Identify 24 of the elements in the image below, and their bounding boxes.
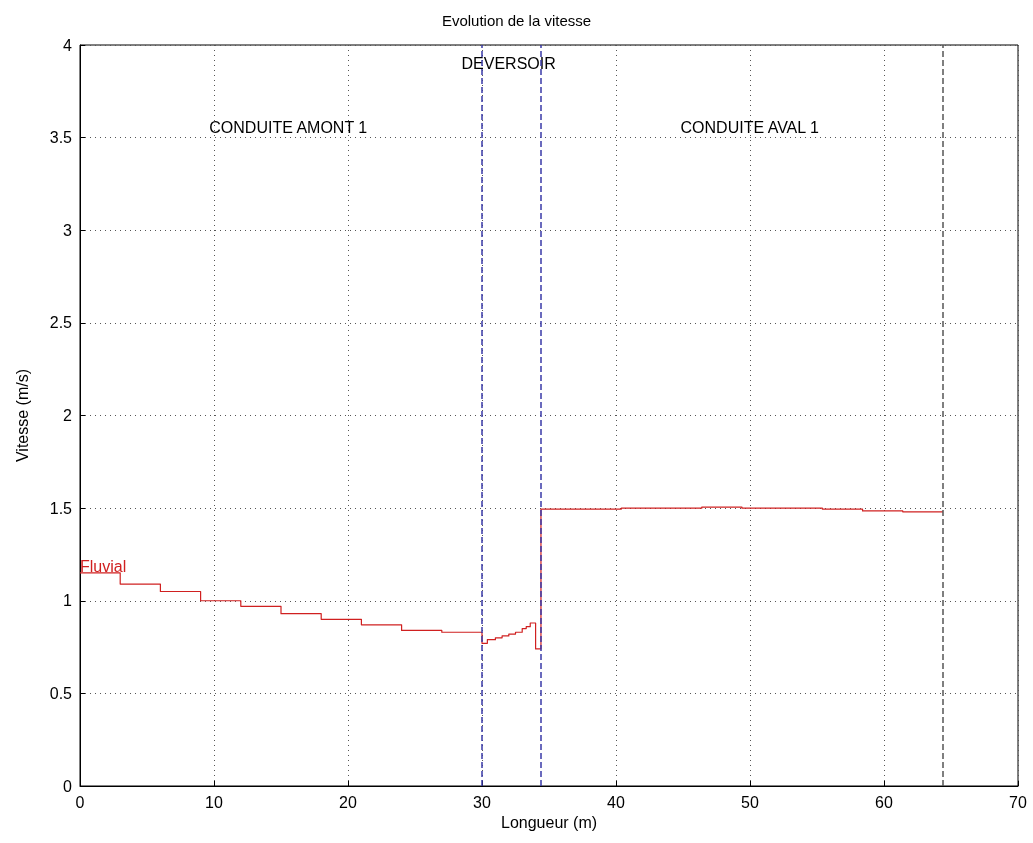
x-tick-label: 60 [875,793,893,811]
x-tick-label: 50 [741,793,759,811]
x-tick-label: 40 [607,793,625,811]
annotation: DEVERSOIR [461,55,556,73]
y-tick-label: 2.5 [49,314,73,332]
y-tick-label: 3 [63,221,73,239]
series-label: Fluvial [80,558,127,576]
x-tick-label: 10 [205,793,223,811]
chart-title: Evolution de la vitesse [441,12,592,29]
y-tick-label: 3.5 [49,129,73,147]
x-tick-label: 20 [339,793,357,811]
y-tick-label: 0 [63,777,73,795]
y-axis-title: Vitesse (m/s) [13,368,31,463]
y-tick-label: 2 [63,407,73,424]
y-tick-label: 1 [63,592,73,610]
annotation: CONDUITE AVAL 1 [680,119,820,137]
annotation: CONDUITE AMONT 1 [209,119,368,137]
y-tick-label: 1.5 [49,499,73,517]
x-tick-label: 70 [1009,793,1027,811]
x-tick-label: 0 [75,793,85,811]
y-tick-label: 4 [63,36,73,54]
x-tick-label: 30 [473,793,491,811]
y-tick-label: 0.5 [49,684,73,702]
x-axis-title: Longueur (m) [500,814,598,832]
